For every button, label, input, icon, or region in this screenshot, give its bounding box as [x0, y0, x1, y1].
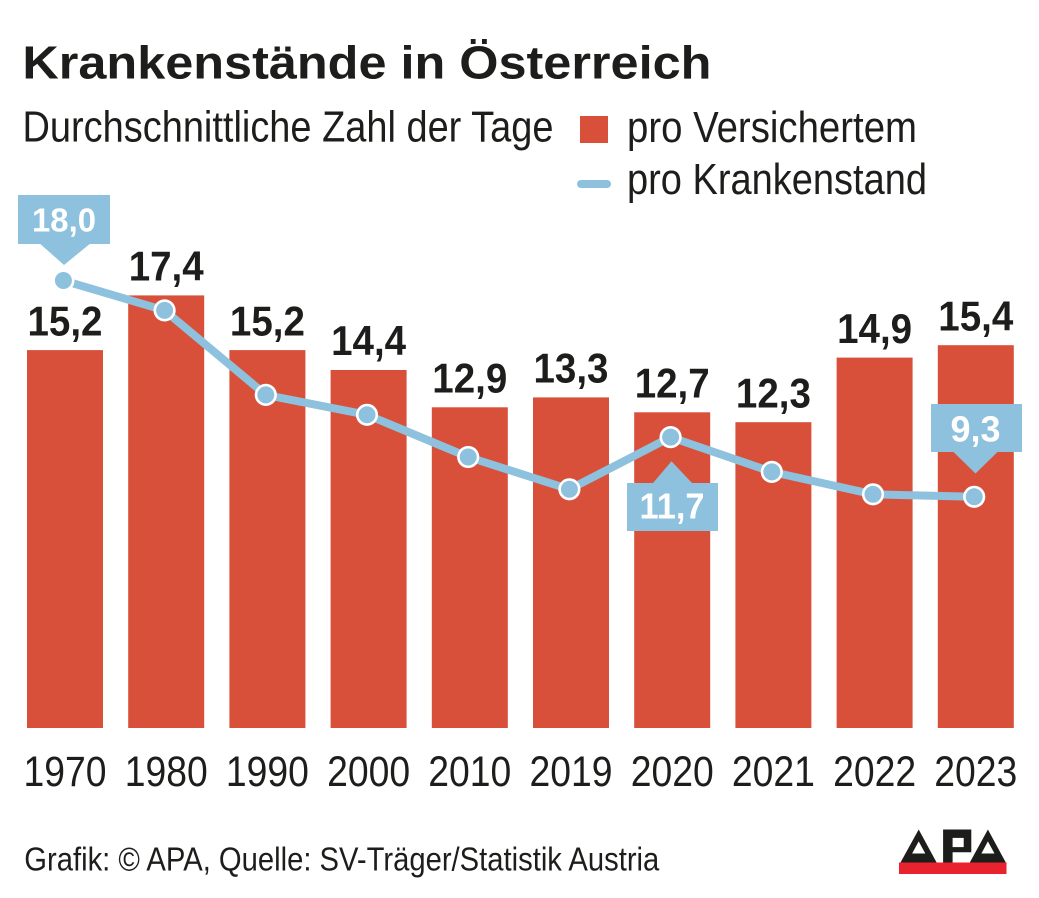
- svg-text:9,3: 9,3: [951, 408, 1001, 449]
- svg-text:2020: 2020: [631, 749, 714, 796]
- svg-text:2000: 2000: [327, 749, 410, 796]
- svg-text:15,2: 15,2: [230, 297, 305, 344]
- svg-text:12,3: 12,3: [736, 369, 811, 416]
- svg-text:pro Versichertem: pro Versichertem: [627, 104, 917, 152]
- svg-text:2021: 2021: [732, 749, 815, 796]
- svg-text:11,7: 11,7: [640, 486, 705, 527]
- svg-text:12,9: 12,9: [432, 355, 507, 402]
- svg-text:14,9: 14,9: [837, 305, 912, 352]
- svg-text:12,7: 12,7: [635, 360, 710, 407]
- svg-text:pro Krankenstand: pro Krankenstand: [627, 156, 927, 204]
- svg-text:Krankenstände in Österreich: Krankenstände in Österreich: [22, 37, 711, 89]
- svg-text:14,4: 14,4: [331, 317, 406, 364]
- svg-text:2019: 2019: [530, 749, 613, 796]
- svg-text:2022: 2022: [833, 749, 916, 796]
- svg-text:1990: 1990: [226, 749, 309, 796]
- svg-text:13,3: 13,3: [534, 345, 609, 392]
- svg-text:15,2: 15,2: [28, 297, 103, 344]
- svg-text:2010: 2010: [428, 749, 511, 796]
- svg-text:Grafik: © APA, Quelle: SV-Träg: Grafik: © APA, Quelle: SV-Träger/Statist…: [24, 842, 659, 879]
- svg-text:18,0: 18,0: [32, 203, 96, 240]
- svg-text:2023: 2023: [934, 749, 1017, 796]
- svg-text:1970: 1970: [24, 749, 107, 796]
- svg-text:15,4: 15,4: [938, 292, 1013, 339]
- svg-text:Durchschnittliche Zahl der Tag: Durchschnittliche Zahl der Tage: [23, 104, 554, 152]
- svg-text:17,4: 17,4: [129, 243, 204, 290]
- svg-text:1980: 1980: [125, 749, 208, 796]
